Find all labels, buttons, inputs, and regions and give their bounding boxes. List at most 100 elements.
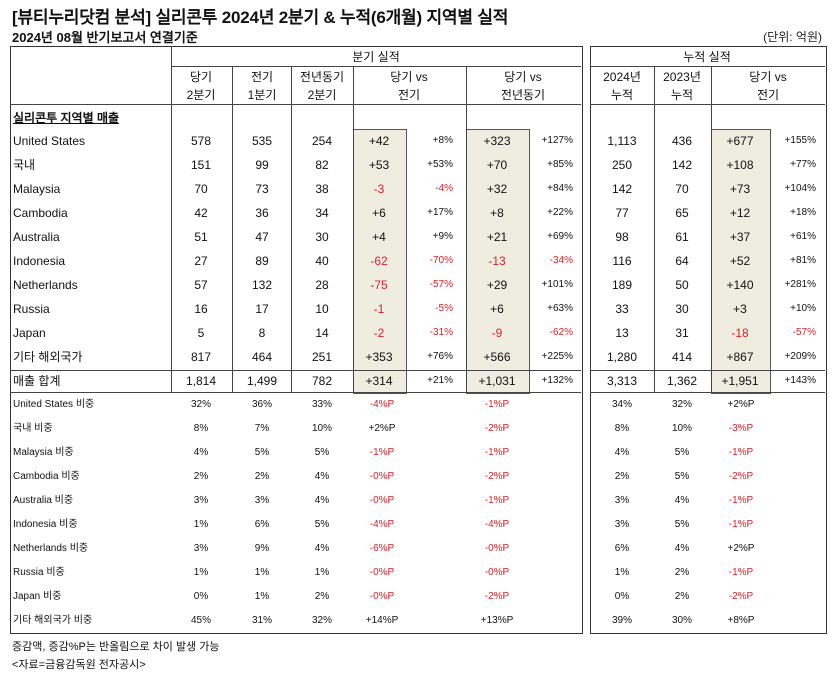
delta-vs-prev: -1 — [373, 302, 385, 316]
share-row-name: 기타 해외국가 비중 — [13, 615, 93, 626]
value-cum-2023: 61 — [675, 230, 689, 244]
region-name: Russia — [13, 302, 50, 316]
share-delta-vs-prev: -1%P — [369, 447, 395, 458]
share-cum-2023: 4% — [674, 495, 690, 506]
share-yoy-q2: 1% — [314, 567, 330, 578]
pct-vs-prev: -57% — [429, 279, 453, 290]
delta-vs-cum: +37 — [729, 230, 751, 244]
delta-vs-cum: +867 — [726, 350, 754, 364]
value-yoy-q2: 40 — [315, 254, 329, 268]
share-cum-2023: 5% — [674, 519, 690, 530]
value-cur-q2: 151 — [190, 158, 212, 172]
pct-vs-cum: +10% — [790, 303, 816, 314]
share-delta-vs-cum: -2%P — [728, 591, 754, 602]
region-name: 기타 해외국가 — [13, 350, 83, 364]
delta-vs-yoy: +21 — [486, 230, 508, 244]
value-prev-q1: 17 — [255, 302, 269, 316]
share-row-name: Australia 비중 — [13, 495, 74, 506]
highlight-vs-prev — [353, 129, 407, 394]
share-cur-q2: 8% — [193, 423, 209, 434]
delta-vs-prev: +53 — [368, 158, 390, 172]
share-prev-q1: 31% — [251, 615, 273, 626]
region-name: 국내 — [13, 158, 36, 172]
share-yoy-q2: 4% — [314, 471, 330, 482]
column-divider — [291, 66, 292, 392]
pct-vs-cum: +281% — [784, 279, 816, 290]
value-prev-q1: 464 — [251, 350, 273, 364]
share-cur-q2: 4% — [193, 447, 209, 458]
quarterly-group-header: 분기 실적 — [352, 50, 400, 64]
value-cum-2023: 64 — [675, 254, 689, 268]
column-header-cur_q: 2분기 — [186, 88, 216, 102]
total-bottom-line — [590, 392, 825, 393]
share-yoy-q2: 5% — [314, 447, 330, 458]
pct-vs-prev: -70% — [429, 255, 453, 266]
share-prev-q1: 1% — [254, 567, 270, 578]
delta-vs-cum: +12 — [729, 206, 751, 220]
share-cur-q2: 1% — [193, 567, 209, 578]
cumulative-table-frame — [590, 46, 827, 634]
share-row-name: 국내 비중 — [13, 423, 53, 434]
column-divider — [466, 66, 467, 392]
pct-vs-prev: +76% — [427, 351, 453, 362]
share-cum-2023: 32% — [671, 399, 693, 410]
highlight-vs-cumulative — [711, 129, 771, 394]
value-cum-2024: 1,113 — [607, 134, 637, 148]
pct-vs-yoy: +85% — [547, 159, 573, 170]
share-yoy-q2: 5% — [314, 519, 330, 530]
pct-vs-cum: +209% — [784, 351, 816, 362]
delta-vs-cum: +140 — [726, 278, 754, 292]
share-row-name: United States 비중 — [13, 399, 95, 410]
delta-vs-yoy: +70 — [486, 158, 508, 172]
column-divider — [171, 46, 172, 392]
share-delta-vs-prev: -0%P — [369, 471, 395, 482]
column-divider — [711, 66, 712, 392]
delta-vs-prev: +314 — [365, 374, 393, 388]
pct-vs-cum: +104% — [784, 183, 816, 194]
pct-vs-cum: -57% — [792, 327, 816, 338]
share-cur-q2: 45% — [190, 615, 212, 626]
share-cum-2024: 3% — [614, 519, 630, 530]
pct-vs-prev: +21% — [427, 375, 453, 386]
value-cum-2023: 414 — [671, 350, 693, 364]
pct-vs-cum: +61% — [790, 231, 816, 242]
share-yoy-q2: 32% — [311, 615, 333, 626]
delta-vs-yoy: +8 — [490, 206, 504, 220]
header-bottom-line — [590, 104, 825, 105]
pct-vs-yoy: +22% — [547, 207, 573, 218]
report-subtitle: 2024년 08월 반기보고서 연결기준 — [12, 30, 198, 45]
delta-vs-yoy: +6 — [490, 302, 504, 316]
value-yoy-q2: 30 — [315, 230, 329, 244]
value-yoy-q2: 38 — [315, 182, 329, 196]
share-delta-vs-yoy: -1%P — [484, 495, 510, 506]
quarterly-table-frame — [10, 46, 583, 634]
share-cur-q2: 3% — [193, 495, 209, 506]
column-header-yoy_q: 2분기 — [307, 88, 337, 102]
delta-vs-yoy: +566 — [483, 350, 511, 364]
value-yoy-q2: 251 — [311, 350, 333, 364]
value-prev-q1: 36 — [255, 206, 269, 220]
delta-vs-prev: -62 — [370, 254, 388, 268]
column-header-vs_cum: 전기 — [756, 88, 780, 102]
column-header-vs_prev: 당기 vs — [390, 70, 428, 84]
unit-label: (단위: 억원) — [763, 30, 822, 44]
pct-vs-prev: +53% — [427, 159, 453, 170]
share-prev-q1: 2% — [254, 471, 270, 482]
header-divider — [590, 66, 825, 67]
share-delta-vs-cum: -2%P — [728, 471, 754, 482]
share-delta-vs-cum: -1%P — [728, 567, 754, 578]
delta-vs-prev: +6 — [372, 206, 386, 220]
share-prev-q1: 6% — [254, 519, 270, 530]
delta-vs-cum: +1,951 — [721, 374, 759, 388]
share-cum-2023: 4% — [674, 543, 690, 554]
share-delta-vs-prev: -0%P — [369, 567, 395, 578]
column-header-yoy_q: 전년동기 — [299, 70, 345, 84]
column-header-vs_prev: 전기 — [397, 88, 421, 102]
delta-vs-prev: -2 — [373, 326, 385, 340]
pct-vs-yoy: +225% — [541, 351, 573, 362]
pct-vs-cum: +81% — [790, 255, 816, 266]
value-cur-q2: 817 — [190, 350, 212, 364]
column-divider — [654, 66, 655, 392]
share-yoy-q2: 10% — [311, 423, 333, 434]
share-prev-q1: 5% — [254, 447, 270, 458]
